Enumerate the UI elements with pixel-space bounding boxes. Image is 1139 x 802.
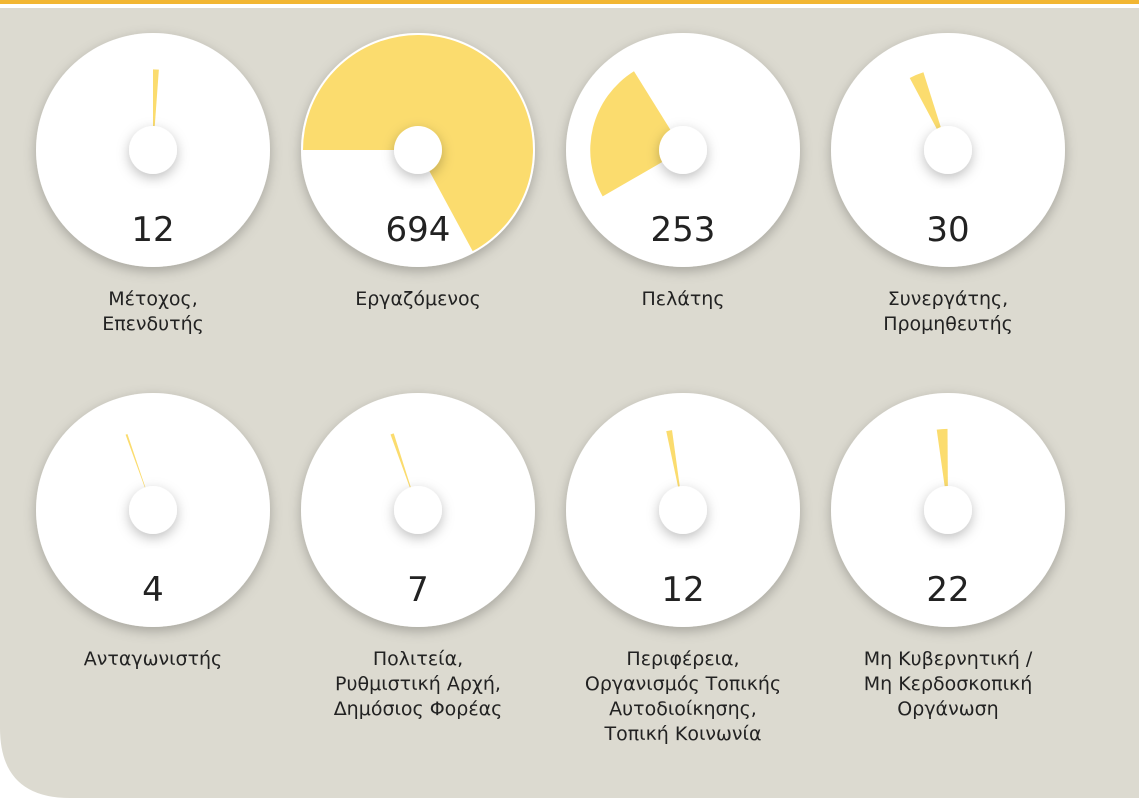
top-bar — [0, 0, 1139, 4]
value: 694 — [386, 210, 451, 250]
label: Εργαζόμενος — [355, 288, 481, 310]
label: Ανταγωνιστής — [84, 648, 222, 670]
wedge — [590, 71, 683, 197]
label: Οργάνωση — [897, 698, 998, 720]
value: 22 — [926, 570, 969, 610]
hub — [659, 126, 707, 174]
label: Περιφέρεια, — [626, 648, 739, 670]
label: Οργανισμός Τοπικής — [585, 673, 781, 695]
label: Πελάτης — [642, 288, 725, 310]
label: Προμηθευτής — [883, 313, 1013, 335]
value: 12 — [661, 570, 704, 610]
hub — [394, 126, 442, 174]
hub — [129, 126, 177, 174]
label: Δημόσιος Φορέας — [334, 698, 503, 720]
hub — [924, 126, 972, 174]
value: 7 — [407, 570, 429, 610]
hub — [129, 486, 177, 534]
label: Συνεργάτης, — [888, 288, 1008, 310]
label: Πολιτεία, — [373, 648, 463, 670]
hub — [659, 486, 707, 534]
dials: 12 Μέτοχος, Επενδυτής 694 Εργαζόμενος 253 Πελά… — [36, 33, 1065, 745]
label: Τοπική Κοινωνία — [604, 723, 762, 745]
hub — [394, 486, 442, 534]
label: Αυτοδιοίκησης, — [609, 698, 757, 720]
value: 12 — [131, 210, 174, 250]
label: Επενδυτής — [102, 313, 204, 335]
hub — [924, 486, 972, 534]
label: Μη Κυβερνητική / — [864, 648, 1033, 670]
value: 30 — [926, 210, 969, 250]
label: Μέτοχος, — [108, 288, 198, 310]
label: Ρυθμιστική Αρχή, — [335, 673, 501, 695]
label: Μη Κερδοσκοπική — [864, 673, 1033, 695]
value: 4 — [142, 570, 164, 610]
value: 253 — [651, 210, 716, 250]
